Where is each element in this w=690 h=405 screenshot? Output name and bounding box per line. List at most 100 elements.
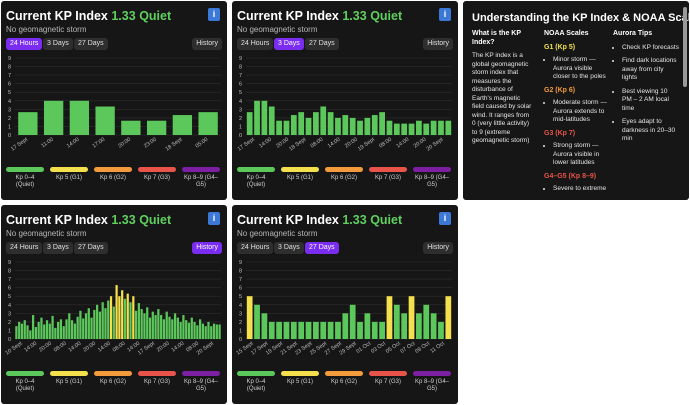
kp-bar (246, 296, 253, 339)
kp-bar (212, 323, 216, 339)
kp-bar (54, 327, 57, 339)
legend-item: Kp 6 (G2) (325, 371, 363, 386)
legend-item: Kp 5 (G1) (50, 167, 88, 182)
kp-bar (357, 321, 363, 339)
tab-24-hours[interactable]: 24 Hours (237, 38, 274, 50)
tip-item: Check KP forecasts (622, 44, 679, 53)
kp-bar (320, 106, 327, 135)
scale-name: G1 (Kp 5) (544, 43, 576, 51)
legend-swatch (50, 371, 88, 376)
kp-legend: Kp 0–4 (Quiet) Kp 5 (G1) Kp 6 (G2) Kp 7 (G3… (232, 167, 458, 199)
kp-bar (320, 321, 327, 339)
info-icon[interactable]: i (208, 8, 220, 21)
legend-item: Kp 8–9 (G4–G5) (182, 371, 220, 393)
tips-list: Check KP forecasts Find dark locations aw… (613, 44, 679, 144)
history-button[interactable]: History (192, 242, 222, 254)
tab-27-days[interactable]: 27 Days (305, 242, 339, 254)
tab-3-days[interactable]: 3 Days (274, 38, 304, 50)
kp-bar (143, 313, 146, 339)
y-tick-label: 0 (239, 337, 242, 343)
tab-27-days[interactable]: 27 Days (305, 38, 339, 50)
legend-label: Kp 5 (G1) (286, 379, 313, 385)
legend-label: Kp 8–9 (G4–G5) (183, 175, 219, 188)
kp-bar (37, 321, 40, 339)
tab-27-days[interactable]: 27 Days (74, 242, 108, 254)
legend-item: Kp 6 (G2) (94, 167, 132, 182)
legend-label: Kp 5 (G1) (286, 175, 313, 181)
storm-status: No geomagnetic storm (6, 25, 87, 34)
legend-swatch (6, 371, 44, 376)
scale-desc-list: Minor storm — Aurora visible closer to t… (544, 56, 610, 82)
kp-bar (430, 120, 437, 135)
history-button[interactable]: History (423, 242, 453, 254)
tab-3-days[interactable]: 3 Days (43, 38, 73, 50)
x-tick-label: 19 Sept (357, 136, 376, 152)
legend-swatch (94, 371, 132, 376)
y-tick-label: 5 (8, 90, 11, 96)
kp-bar (283, 120, 290, 135)
kp-bar (148, 317, 152, 339)
x-tick-label: 14:00 (68, 341, 83, 354)
tab-3-days[interactable]: 3 Days (43, 242, 73, 254)
kp-bar (154, 315, 157, 339)
kp-bar (261, 313, 268, 339)
x-tick-label: 14:00 (327, 137, 342, 150)
y-tick-label: 0 (8, 133, 11, 139)
kp-value: 1.33 (342, 9, 367, 23)
x-tick-label: 18 Sept (165, 136, 184, 152)
legend-swatch (413, 371, 451, 376)
x-tick-label: 08:00 (112, 341, 127, 354)
kp-bar (335, 321, 341, 339)
info-icon[interactable]: i (208, 212, 220, 225)
history-button[interactable]: History (423, 38, 453, 50)
kp-bar (438, 321, 444, 339)
kp-bar (40, 317, 43, 339)
y-tick-label: 4 (8, 303, 11, 309)
kp-bar (109, 296, 113, 339)
legend-swatch (138, 167, 176, 172)
kp-bar (268, 106, 275, 135)
y-tick-label: 5 (239, 294, 242, 300)
legend-label: Kp 8–9 (G4–G5) (414, 379, 450, 392)
history-button[interactable]: History (192, 38, 222, 50)
kp-bar (445, 120, 452, 135)
what-heading: What is the KP Index? (472, 30, 521, 46)
legend-item: Kp 5 (G1) (50, 371, 88, 386)
tab-24-hours[interactable]: 24 Hours (6, 38, 43, 50)
aurora-tips-column: Aurora Tips Check KP forecasts Find dark … (613, 30, 679, 149)
kp-bar (423, 123, 430, 135)
info-icon[interactable]: i (439, 212, 451, 225)
kp-bar (65, 319, 68, 339)
tab-3-days[interactable]: 3 Days (274, 242, 304, 254)
kp-bar (84, 313, 88, 339)
x-tick-label: 20:00 (82, 341, 97, 354)
kp-bar (305, 321, 312, 339)
y-tick-label: 8 (239, 269, 242, 275)
kp-bar-chart: 0 1 2 3 4 5 6 7 8 9 17 Sept 11:00 14:00 17:00 20:00 23:… (8, 56, 221, 153)
kp-bar (393, 123, 400, 135)
kp-bar (342, 115, 349, 135)
y-tick-label: 9 (239, 260, 242, 266)
kp-bar (179, 321, 182, 339)
legend-swatch (281, 167, 319, 172)
scrollbar[interactable] (683, 7, 687, 87)
kp-bar (15, 326, 18, 339)
kp-bar (140, 309, 143, 339)
kp-bar (283, 321, 290, 339)
x-tick-label: 20:00 (38, 341, 53, 354)
info-icon[interactable]: i (439, 8, 451, 21)
kp-bar (34, 327, 37, 339)
scale-desc: Moderate storm — Aurora extends to mid-l… (553, 99, 610, 125)
legend-label: Kp 6 (G2) (99, 379, 126, 385)
kp-bar (430, 313, 437, 339)
kp-bar (204, 326, 207, 339)
kp-bar (254, 100, 260, 135)
tab-24-hours[interactable]: 24 Hours (6, 242, 43, 254)
scale-desc-list: Moderate storm — Aurora extends to mid-l… (544, 99, 610, 125)
legend-item: Kp 8–9 (G4–G5) (413, 371, 451, 393)
kp-bar (190, 317, 193, 339)
kp-bar (43, 324, 46, 339)
tab-24-hours[interactable]: 24 Hours (237, 242, 274, 254)
tab-27-days[interactable]: 27 Days (74, 38, 108, 50)
kp-bar (182, 315, 185, 339)
